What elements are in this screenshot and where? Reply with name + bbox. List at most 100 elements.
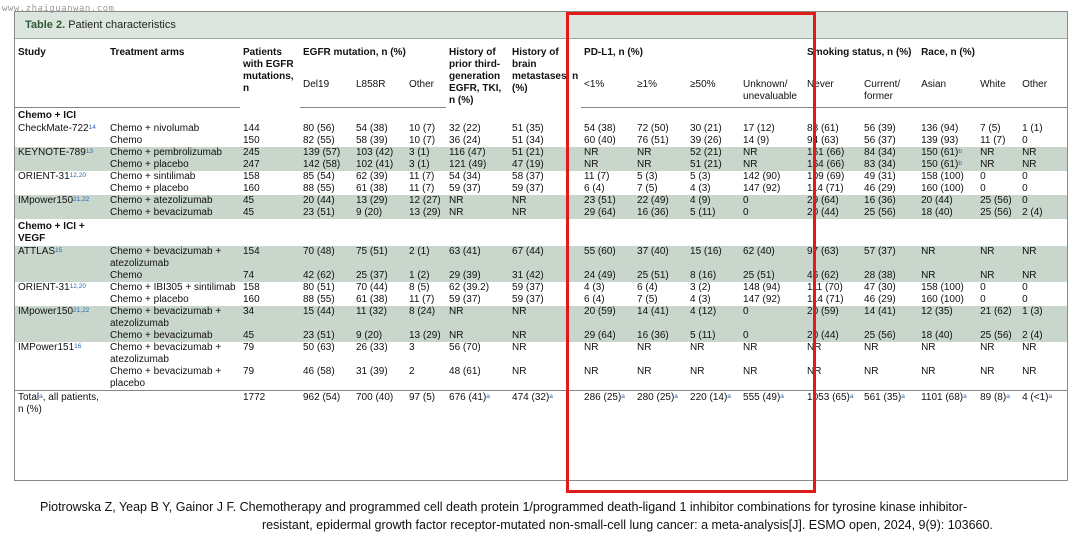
value-cell: 29 (64): [581, 329, 635, 342]
value-cell: NR: [634, 158, 688, 171]
value-cell: NR: [977, 341, 1020, 366]
value-cell: 4 (9): [687, 194, 741, 207]
table-row: ORIENT-3112,20 Chemo + IBI305 + sintilima…: [15, 281, 1067, 294]
value-cell: 7 (5): [634, 182, 688, 195]
value-cell: 76 (51): [634, 134, 688, 147]
col-arms: Treatment arms: [110, 47, 185, 58]
value-cell: 20 (59): [581, 305, 635, 330]
value-cell: 150 (61)b: [918, 158, 978, 171]
value-cell: 139 (57): [300, 146, 353, 159]
value-cell: 47 (30): [861, 281, 919, 294]
value-cell: 160 (100): [918, 293, 978, 306]
value-cell: 10 (7): [406, 122, 447, 135]
value-cell: 25 (51): [740, 269, 805, 282]
value-cell: 57 (37): [861, 245, 919, 270]
treatment-arm: Chemo + bevacizumab: [107, 206, 240, 219]
value-cell: 0: [1019, 293, 1067, 306]
value-cell: 54 (38): [581, 122, 635, 135]
value-cell: 109 (69): [804, 170, 862, 183]
value-cell: 79: [240, 365, 300, 390]
reference-mark: 21,22: [73, 306, 90, 314]
value-cell: NR: [1019, 245, 1067, 270]
value-cell: NR: [861, 365, 919, 390]
value-cell: 26 (33): [353, 341, 406, 366]
value-cell: 16 (36): [861, 194, 919, 207]
footnote-mark: b: [958, 147, 962, 155]
subheader-row: Del19 L858R Other <1% ≥1% ≥50% Unknown/ …: [15, 62, 1067, 108]
value-cell: 8 (5): [406, 281, 447, 294]
value-cell: 59 (37): [446, 293, 510, 306]
value-cell: 0: [1019, 134, 1067, 147]
study-name: [15, 365, 107, 390]
value-cell: 28 (38): [861, 269, 919, 282]
value-cell: NR: [861, 341, 919, 366]
treatment-arm: Chemo + bevacizumab + atezolizumab: [107, 305, 240, 330]
study-name: [15, 206, 107, 219]
study-name: [15, 269, 107, 282]
value-cell: NR: [634, 365, 688, 390]
value-cell: 11 (7): [977, 134, 1020, 147]
value-cell: NR: [509, 329, 582, 342]
value-cell: 148 (94): [740, 281, 805, 294]
value-cell: NR: [918, 269, 978, 282]
section-label: Chemo + ICI + VEGF: [15, 218, 1067, 246]
value-cell: 9 (20): [353, 206, 406, 219]
value-cell: 51 (21): [687, 158, 741, 171]
value-cell: 22 (49): [634, 194, 688, 207]
patient-characteristics-table: Table 2. Patient characteristics Study T…: [14, 11, 1068, 481]
value-cell: 11 (7): [581, 170, 635, 183]
value-cell: 54 (34): [446, 170, 510, 183]
sub-empty-1: [15, 62, 107, 108]
value-cell: 245: [240, 146, 300, 159]
total-value: 4 (<1)a: [1019, 389, 1067, 416]
value-cell: 29 (39): [446, 269, 510, 282]
value-cell: NR: [509, 341, 582, 366]
total-label: Totala, all patients, n (%): [15, 389, 107, 416]
value-cell: 142 (58): [300, 158, 353, 171]
value-cell: NR: [509, 305, 582, 330]
study-name: ORIENT-3112,20: [15, 281, 107, 294]
treatment-arm: Chemo + bevacizumab + placebo: [107, 365, 240, 390]
value-cell: NR: [918, 365, 978, 390]
footnote-mark: a: [39, 392, 43, 400]
value-cell: 0: [1019, 170, 1067, 183]
value-cell: 45: [240, 329, 300, 342]
value-cell: 158: [240, 281, 300, 294]
total-value: 474 (32)a: [509, 389, 582, 416]
value-cell: 16 (36): [634, 206, 688, 219]
value-cell: 13 (29): [406, 329, 447, 342]
value-cell: 24 (49): [581, 269, 635, 282]
value-cell: 62 (39.2): [446, 281, 510, 294]
value-cell: 75 (51): [353, 245, 406, 270]
col-never: Never: [804, 62, 862, 108]
value-cell: 147 (92): [740, 293, 805, 306]
value-cell: 6 (4): [581, 293, 635, 306]
value-cell: 11 (7): [406, 182, 447, 195]
value-cell: 13 (29): [353, 194, 406, 207]
col-current-former: Current/ former: [861, 62, 919, 108]
treatment-arm: Chemo + pembrolizumab: [107, 146, 240, 159]
value-cell: 4 (12): [687, 305, 741, 330]
footnote-mark: a: [727, 392, 731, 400]
value-cell: NR: [634, 341, 688, 366]
value-cell: 29 (64): [804, 194, 862, 207]
value-cell: NR: [509, 206, 582, 219]
value-cell: 51 (21): [509, 146, 582, 159]
value-cell: NR: [509, 194, 582, 207]
value-cell: 5 (3): [687, 170, 741, 183]
value-cell: 32 (22): [446, 122, 510, 135]
footnote-mark: a: [963, 392, 967, 400]
treatment-arm: Chemo: [107, 134, 240, 147]
value-cell: 63 (41): [446, 245, 510, 270]
value-cell: 121 (49): [446, 158, 510, 171]
table-row: IMpower15021,22 Chemo + bevacizumab + ate…: [15, 305, 1067, 330]
table-row: IMpower15021,22 Chemo + atezolizumab 45 20 …: [15, 194, 1067, 207]
col-pdl1-group: PD-L1, n (%): [584, 47, 643, 58]
value-cell: 0: [740, 206, 805, 219]
value-cell: 161 (66): [804, 146, 862, 159]
col-brain-mets: History of brain metastases, n (%): [512, 47, 579, 94]
value-cell: 16 (36): [634, 329, 688, 342]
value-cell: 80 (56): [300, 122, 353, 135]
value-cell: NR: [581, 341, 635, 366]
value-cell: 45: [240, 194, 300, 207]
